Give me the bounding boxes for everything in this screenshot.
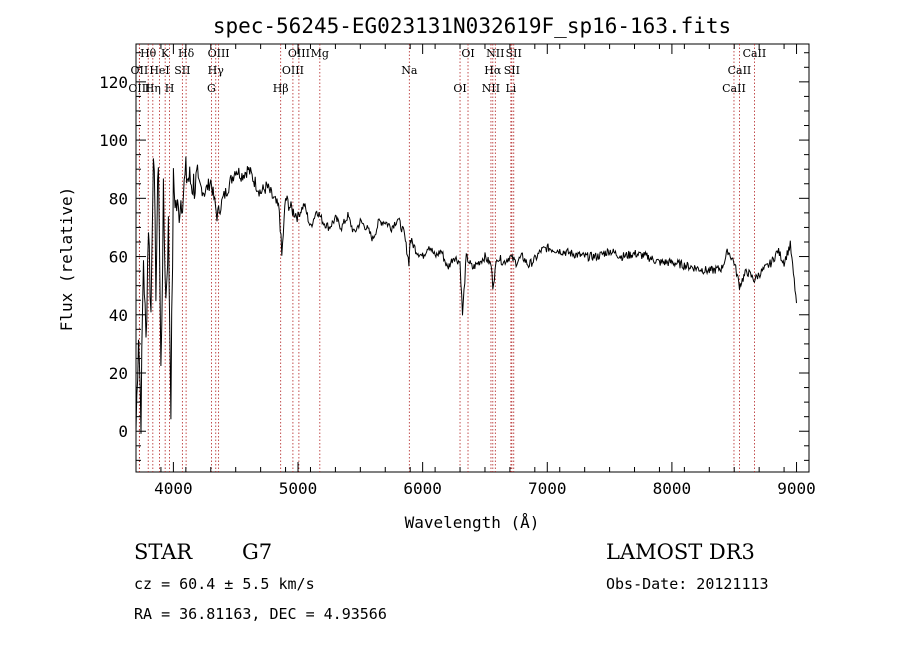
y-axis-label: Flux (relative): [57, 187, 76, 332]
plot-frame: [135, 43, 810, 473]
x-tick-label: 5000: [279, 479, 318, 498]
spectral-line-label: OI: [461, 47, 474, 60]
spectral-line-markers: [138, 44, 755, 472]
x-tick-label: 4000: [154, 479, 193, 498]
coordinates-readout: RA = 36.81163, DEC = 4.93566: [134, 605, 387, 623]
spectral-line-label: G: [207, 82, 216, 95]
spectral-line-label: CaII: [728, 64, 752, 77]
y-axis-ticks: 0 20 40 60 80 100 120: [99, 52, 809, 461]
spectral-line-label: CaII: [722, 82, 746, 95]
y-tick-label: 20: [109, 364, 128, 383]
spectral-line-label: Na: [401, 64, 418, 77]
spectral-line-label: OIII: [128, 82, 150, 95]
spectral-line-label: Hη: [145, 82, 161, 95]
y-tick-label: 80: [109, 189, 128, 208]
spectral-line-label: NII: [482, 82, 500, 95]
spectral-line-label: SII: [506, 47, 522, 60]
y-tick-label: 120: [99, 73, 128, 92]
spectral-line-label: Hγ: [208, 64, 225, 77]
object-subclass: G7: [242, 540, 272, 564]
spectral-line-label: OIII: [208, 47, 230, 60]
x-tick-label: 6000: [403, 479, 442, 498]
spectral-line-label: SII: [504, 64, 520, 77]
spectral-line-label: HeI: [149, 64, 169, 77]
spectral-line-label: Hβ: [273, 82, 289, 95]
survey-name: LAMOST DR3: [606, 540, 755, 564]
spectral-line-label: CaII: [743, 47, 767, 60]
spectral-line-label: Hθ: [140, 47, 157, 60]
spectral-line-label: Li: [505, 82, 516, 95]
y-tick-label: 60: [109, 248, 128, 267]
observation-date: Obs-Date: 20121113: [606, 575, 769, 593]
x-tick-label: 7000: [528, 479, 567, 498]
spectral-line-labels: Hθ OII OIII K HeI Hη Hδ SII H OIII Hγ G OIII OIII Hβ Mg…: [128, 47, 766, 95]
spectral-line-label: Hδ: [178, 47, 195, 60]
y-tick-label: 40: [109, 306, 128, 325]
spectral-line-label: NII: [486, 47, 504, 60]
x-tick-label: 9000: [777, 479, 816, 498]
spectral-line-label: OIII: [282, 64, 304, 77]
spectrum-series-line: [135, 156, 797, 434]
spectral-line-label: Hα: [484, 64, 502, 77]
x-tick-label: 8000: [653, 479, 692, 498]
chart-title: spec-56245-EG023131N032619F_sp16-163.fit…: [213, 14, 731, 38]
spectral-line-label: OI: [453, 82, 466, 95]
plot-border: [135, 43, 810, 473]
spectral-line-label: SII: [174, 64, 190, 77]
object-class: STAR: [134, 540, 193, 564]
y-tick-label: 100: [99, 131, 128, 150]
spectral-line-label: Mg: [311, 47, 329, 60]
x-axis-ticks: 4000 5000 6000 7000 8000 9000: [135, 44, 816, 498]
x-axis-label: Wavelength (Å): [405, 513, 540, 532]
redshift-readout: cz = 60.4 ± 5.5 km/s: [134, 575, 315, 593]
spectral-line-label: H: [165, 82, 175, 95]
spectral-line-label: K: [161, 47, 170, 60]
spectral-line-label: OII: [131, 64, 149, 77]
y-tick-label: 0: [118, 422, 128, 441]
spectral-line-label: OIII: [288, 47, 310, 60]
